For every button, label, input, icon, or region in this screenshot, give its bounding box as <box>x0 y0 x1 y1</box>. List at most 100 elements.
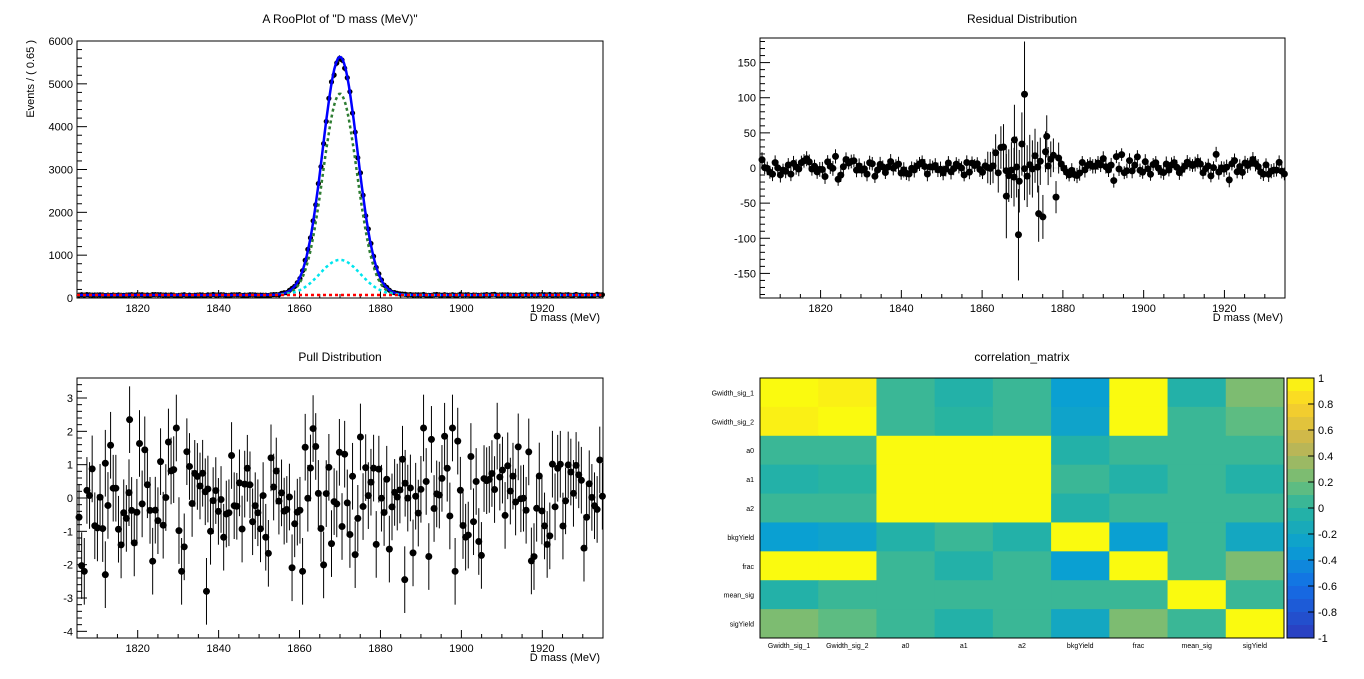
pull-xlabel: D mass (MeV) <box>530 652 600 664</box>
fit-panel: A RooPlot of "D mass (MeV)" D mass (MeV)… <box>25 12 605 324</box>
pull-point <box>556 460 564 468</box>
fit-xtick-label: 1900 <box>449 303 473 315</box>
pull-point <box>188 499 196 507</box>
residual-point <box>973 160 981 168</box>
pull-point <box>551 503 559 511</box>
corr-cell <box>1225 580 1285 610</box>
pull-point <box>112 484 120 492</box>
residual-point <box>1223 163 1231 171</box>
residual-point <box>1010 173 1018 181</box>
residual-point <box>782 167 790 175</box>
pull-point <box>262 533 270 541</box>
pull-point <box>278 489 286 497</box>
residual-point <box>1115 165 1123 173</box>
corr-cell <box>1109 406 1169 437</box>
corr-cell <box>1051 551 1110 581</box>
corr-ylabel: bkgYield <box>727 535 754 542</box>
pull-point <box>343 499 351 507</box>
corr-cell <box>1051 406 1110 437</box>
corr-cell <box>760 378 819 408</box>
pull-point <box>214 507 222 515</box>
pull-point <box>359 503 367 511</box>
residual-point <box>958 164 966 172</box>
residual-point <box>769 170 777 178</box>
pull-point <box>430 505 438 513</box>
pull-x-ticks: 1820 1840 1860 1880 1900 1920 <box>125 643 554 655</box>
residual-point <box>787 170 795 178</box>
pull-point <box>128 506 136 514</box>
pull-point <box>412 492 420 500</box>
residual-point <box>1123 167 1131 175</box>
cb-tick-label: 0.4 <box>1318 451 1333 463</box>
pull-ytick-label: -4 <box>63 626 73 638</box>
residual-point <box>1262 161 1270 169</box>
cb-tick-label: 1 <box>1318 373 1324 385</box>
residual-xtick-label: 1820 <box>808 303 832 315</box>
pull-point <box>354 514 362 522</box>
pull-point <box>504 462 512 470</box>
corr-ylabel: Gwidth_sig_1 <box>712 390 755 397</box>
fit-total-curve <box>77 55 602 297</box>
pull-point <box>238 525 246 533</box>
fit-ytick-label: 1000 <box>49 250 73 262</box>
residual-point <box>881 169 889 177</box>
corr-frame <box>759 377 1285 639</box>
fit-xtick-label: 1880 <box>368 303 392 315</box>
corr-cell <box>1167 435 1227 466</box>
pull-point <box>117 541 125 549</box>
corr-cell <box>934 493 994 523</box>
corr-cell <box>818 493 877 523</box>
corr-cell <box>760 493 819 523</box>
fit-xtick-label: 1920 <box>530 303 554 315</box>
residual-point <box>1162 160 1170 168</box>
pull-point <box>154 517 162 525</box>
corr-xlabel: a1 <box>960 643 968 650</box>
pull-point <box>259 492 267 500</box>
pull-xtick-label: 1920 <box>530 643 554 655</box>
residual-point <box>1196 160 1204 168</box>
residual-point <box>821 173 829 181</box>
corr-cell <box>876 609 936 639</box>
residual-point <box>1023 172 1031 180</box>
pull-point <box>585 480 593 488</box>
pull-point <box>254 509 262 517</box>
pull-point <box>317 524 325 532</box>
colorbar-band <box>1287 378 1314 392</box>
residual-point <box>1099 155 1107 163</box>
pull-point <box>346 530 354 538</box>
corr-ylabel: mean_sig <box>724 593 754 600</box>
pull-point <box>314 489 322 497</box>
corr-cell <box>1051 522 1110 552</box>
pull-point <box>86 491 94 499</box>
fit-signal1-curve <box>77 92 602 297</box>
colorbar-band <box>1287 495 1314 509</box>
pull-point <box>467 452 475 460</box>
residual-point <box>874 166 882 174</box>
residual-ytick-label: -50 <box>740 198 756 210</box>
corr-xlabel: sigYield <box>1243 643 1267 650</box>
pull-point <box>267 454 275 462</box>
pull-point <box>372 540 380 548</box>
fit-xlabel: D mass (MeV) <box>530 312 600 324</box>
residual-point <box>989 162 997 170</box>
corr-cell <box>1167 522 1227 552</box>
pull-point <box>325 463 333 471</box>
pull-point <box>104 501 112 509</box>
corr-cell <box>1109 609 1169 639</box>
pull-point <box>88 465 96 473</box>
pull-point <box>538 507 546 515</box>
residual-point <box>829 164 837 172</box>
pull-point <box>143 481 151 489</box>
corr-xlabel: bkgYield <box>1067 643 1094 650</box>
corr-cell <box>992 551 1052 581</box>
residual-point <box>1036 157 1044 165</box>
colorbar-band <box>1287 391 1314 405</box>
pull-point <box>364 492 372 500</box>
pull-point <box>283 505 291 513</box>
corr-cell <box>934 522 994 552</box>
pull-point <box>202 587 210 595</box>
pull-point <box>228 452 236 460</box>
fit-xtick-label: 1860 <box>287 303 311 315</box>
pull-point <box>114 525 122 533</box>
pull-point <box>535 472 543 480</box>
